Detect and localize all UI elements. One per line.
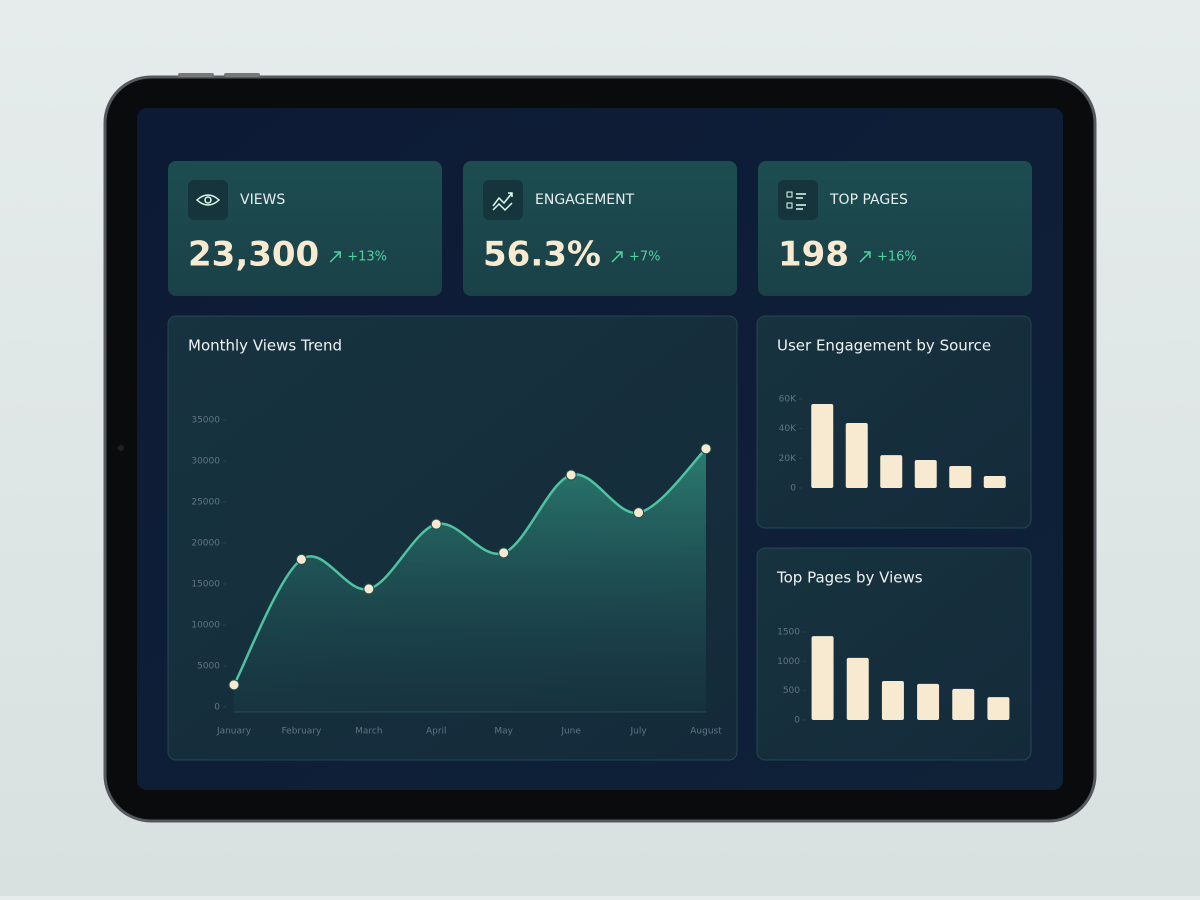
button (224, 73, 260, 77)
kpi-icon-box (483, 180, 523, 220)
kpi-value: 23,300 (188, 235, 319, 275)
x-tick-label: May (494, 727, 513, 737)
kpi-icon-box (778, 180, 818, 220)
x-tick-label: June (560, 727, 581, 737)
point (565, 469, 577, 481)
y-tick-label: 15000 (191, 580, 220, 590)
trend-arrow (611, 251, 623, 263)
y-tick-label: 1500 (777, 628, 800, 638)
y-tick-label: 0 (214, 703, 220, 713)
bar (952, 688, 975, 720)
point (700, 443, 712, 455)
y-tick-label: 40K (779, 424, 797, 434)
bar (983, 475, 1006, 488)
kpi-card (463, 161, 737, 296)
chart-title: Top Pages by Views (776, 569, 923, 587)
kpi-label: VIEWS (240, 192, 285, 208)
y-tick-label: 0 (790, 484, 796, 494)
chart-title: Monthly Views Trend (188, 337, 342, 355)
x-tick-label: April (426, 727, 447, 737)
bar (881, 680, 904, 720)
bar (917, 683, 940, 720)
y-tick-label: 0 (794, 716, 800, 726)
x-tick-label: July (629, 727, 647, 737)
area-fill (234, 448, 706, 712)
y-tick-label: 5000 (197, 662, 220, 672)
bar (949, 466, 972, 488)
x-tick-label: August (690, 727, 722, 737)
kpi-icon (492, 192, 513, 212)
bar (914, 459, 937, 488)
point (498, 547, 510, 559)
kpi-label: TOP PAGES (829, 192, 908, 208)
kpi-change: +13% (347, 250, 387, 265)
camera (118, 445, 124, 451)
x-tick-label: February (281, 727, 322, 737)
bar (846, 657, 869, 720)
kpi-label: ENGAGEMENT (535, 192, 635, 208)
kpi-icon (786, 191, 806, 210)
point (228, 679, 240, 691)
y-tick-label: 30000 (191, 457, 220, 467)
y-tick-label: 20000 (191, 539, 220, 549)
trend-arrow (859, 251, 871, 263)
kpi-card (758, 161, 1032, 296)
bar (811, 404, 834, 488)
point (295, 553, 307, 565)
y-tick-label: 500 (783, 686, 800, 696)
kpi-value: 56.3% (483, 235, 601, 275)
kpi-change: +7% (629, 250, 661, 265)
y-tick-label: 25000 (191, 498, 220, 508)
y-tick-label: 35000 (191, 416, 220, 426)
point (363, 583, 375, 595)
y-tick-label: 1000 (777, 657, 800, 667)
bar (845, 423, 868, 488)
x-tick-label: March (355, 727, 382, 737)
point (430, 518, 442, 530)
kpi-value: 198 (778, 235, 849, 275)
bar (880, 455, 903, 488)
point (633, 507, 645, 519)
charts: Monthly Views Trend050001000015000200002… (188, 337, 1010, 737)
kpi-change: +16% (877, 250, 917, 265)
kpi-icon-box (188, 180, 228, 220)
y-tick-label: 10000 (191, 621, 220, 631)
trend-arrow (329, 251, 341, 263)
y-tick-label: 20K (779, 454, 797, 464)
kpi-row: VIEWS 23,300 +13% ENGAGEMENT 56.3% +7% TOP PAG… (168, 161, 1032, 296)
chart-title: User Engagement by Source (777, 337, 991, 355)
y-tick-label: 60K (779, 395, 797, 405)
bar (811, 636, 834, 720)
x-tick-label: January (216, 727, 252, 737)
kpi-icon (195, 194, 221, 206)
bar (987, 697, 1010, 720)
button (178, 73, 214, 77)
kpi-card (168, 161, 442, 296)
